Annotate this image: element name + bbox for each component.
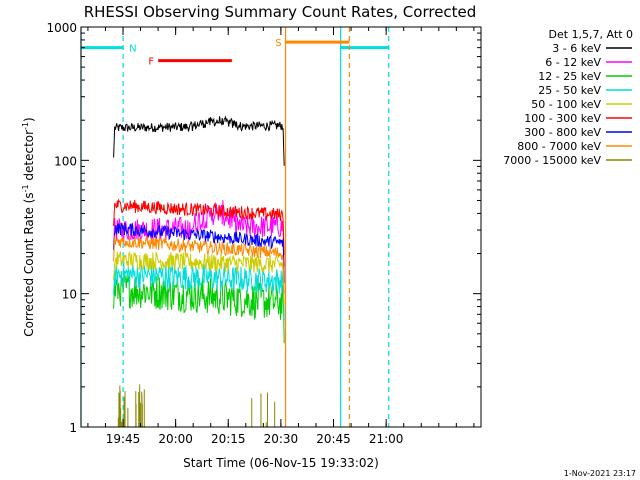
chart-title: RHESSI Observing Summary Count Rates, Co… bbox=[84, 3, 477, 21]
y-axis-label: Corrected Count Rate (s-1 detector-1) bbox=[21, 117, 36, 336]
x-tick-label: 19:45 bbox=[106, 432, 141, 446]
legend-label-3: 25 - 50 keV bbox=[538, 84, 601, 97]
series-line-0 bbox=[113, 115, 285, 166]
y-axis-label-sup1: -1 bbox=[21, 184, 30, 192]
y-axis-label-sup2: -1 bbox=[21, 122, 30, 130]
legend-label-1: 6 - 12 keV bbox=[545, 56, 601, 69]
plot-layer bbox=[80, 27, 390, 427]
x-axis-label: Start Time (06-Nov-15 19:33:02) bbox=[183, 456, 379, 470]
y-tick-label: 1 bbox=[69, 421, 77, 435]
legend-label-2: 12 - 25 keV bbox=[538, 70, 601, 83]
legend-label-0: 3 - 6 keV bbox=[552, 42, 601, 55]
series-line-3 bbox=[113, 261, 285, 321]
series-line-5 bbox=[113, 198, 285, 256]
annotation-label-f: F bbox=[148, 57, 154, 68]
legend-header: Det 1,5,7, Att 0 bbox=[549, 28, 633, 41]
series-line-2 bbox=[113, 271, 285, 344]
x-tick-label: 20:15 bbox=[211, 432, 246, 446]
y-axis-label-mid: detector bbox=[22, 130, 36, 185]
y-tick-label: 10 bbox=[62, 288, 77, 302]
legend-label-7: 800 - 7000 keV bbox=[517, 140, 601, 153]
annotation-label-n: N bbox=[129, 44, 136, 55]
x-tick-label: 20:45 bbox=[316, 432, 351, 446]
legend-label-6: 300 - 800 keV bbox=[524, 126, 601, 139]
y-tick-label: 100 bbox=[54, 154, 77, 168]
x-tick-label: 20:30 bbox=[264, 432, 299, 446]
series-line-6 bbox=[113, 222, 285, 284]
corner-timestamp: 1-Nov-2021 23:17 bbox=[564, 469, 636, 478]
annotation-label-s: S bbox=[275, 38, 281, 49]
legend-label-5: 100 - 300 keV bbox=[524, 112, 601, 125]
legend-label-8: 7000 - 15000 keV bbox=[503, 154, 601, 167]
x-tick-label: 21:00 bbox=[369, 432, 404, 446]
y-axis-label-end: ) bbox=[22, 117, 36, 122]
series-line-7 bbox=[113, 234, 285, 294]
y-tick-label: 1000 bbox=[46, 21, 77, 35]
x-tick-label: 20:00 bbox=[158, 432, 193, 446]
series-line-4 bbox=[113, 250, 285, 305]
legend-label-4: 50 - 100 keV bbox=[531, 98, 601, 111]
y-axis-label-main: Corrected Count Rate (s bbox=[22, 192, 36, 336]
